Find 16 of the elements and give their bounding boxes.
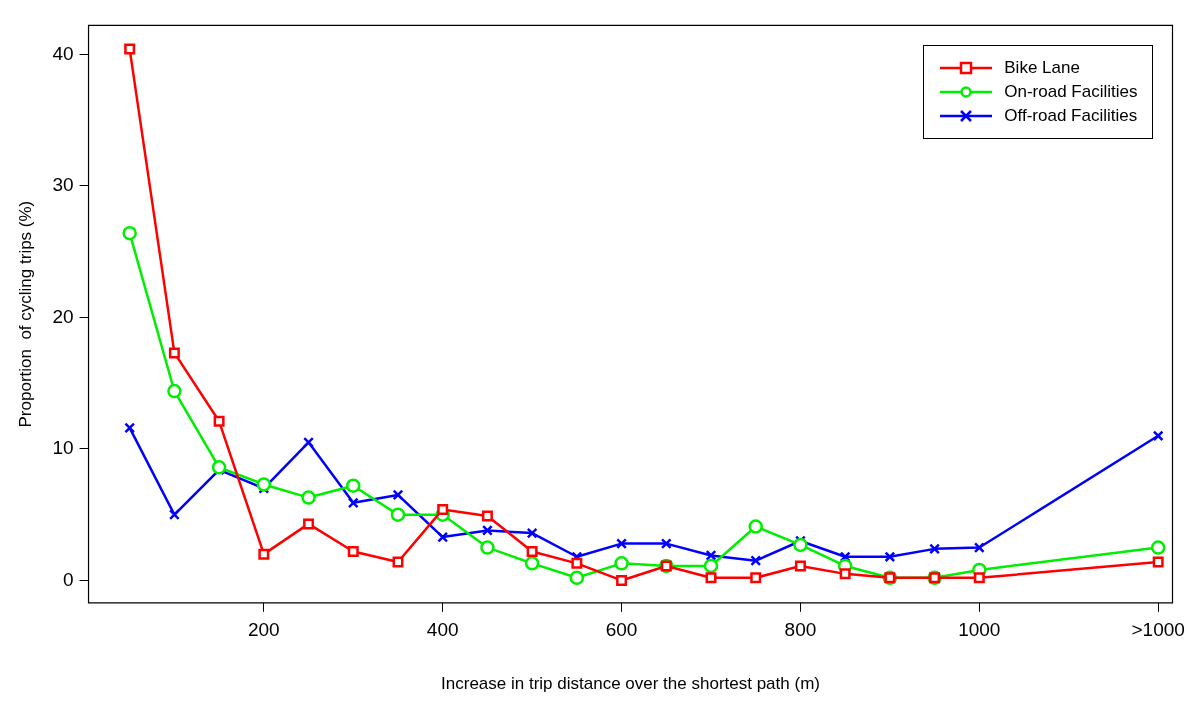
x-tick-label: 400 [426, 619, 459, 641]
y-tick-label: 40 [52, 42, 74, 64]
y-tick-label: 30 [52, 174, 74, 196]
x-tick-label: 200 [247, 619, 280, 641]
x-axis-title: Increase in trip distance over the shortest path (m) [441, 674, 820, 694]
x-tick-label: 800 [784, 619, 817, 641]
y-tick-label: 10 [52, 437, 74, 459]
x-tick-label: >1000 [1131, 619, 1185, 641]
legend-label: Off-road Facilities [1004, 106, 1138, 127]
y-tick-label: 0 [62, 568, 74, 590]
y-axis-title: Proportion of cycling trips (%) [15, 200, 35, 428]
x-tick-label: 1000 [958, 619, 1001, 641]
legend-label: On-road Facilities [1004, 82, 1138, 103]
x-tick-label: 600 [605, 619, 638, 641]
legend-label: Bike Lane [1004, 58, 1080, 79]
y-tick-label: 20 [52, 305, 74, 327]
